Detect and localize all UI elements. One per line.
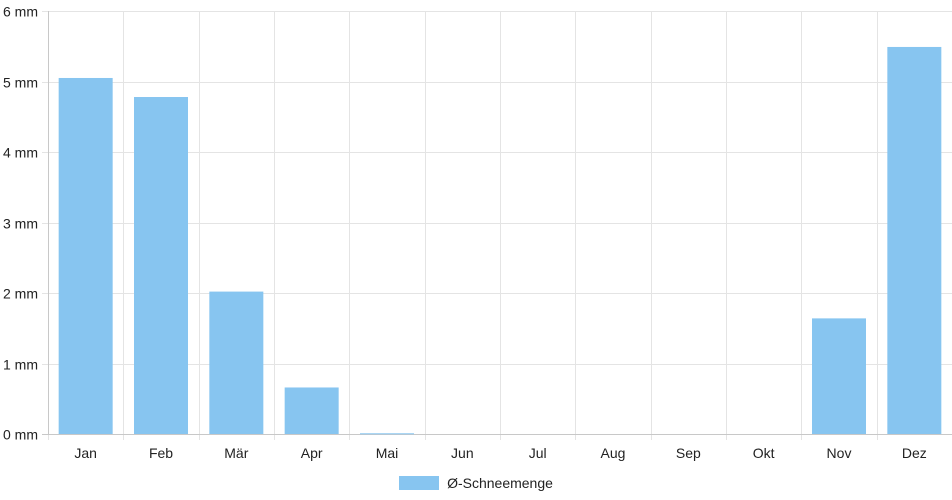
x-tick-label: Aug (601, 445, 626, 461)
y-tick-label: 6 mm (3, 4, 38, 20)
bar-chart: 0 mm 1 mm 2 mm 3 mm 4 mm 5 mm 6 mm Jan Feb Mär Ap… (3, 4, 952, 461)
legend-swatch (399, 476, 440, 490)
grid-lines (42, 11, 952, 440)
x-tick-labels: Jan Feb Mär Apr Mai Jun Jul Aug Sep Okt Nov Dez (74, 445, 926, 461)
axes (42, 11, 952, 435)
bar-mai (360, 433, 414, 435)
x-tick-label: Nov (827, 445, 852, 461)
x-tick-label: Mai (376, 445, 399, 461)
y-tick-label: 5 mm (3, 75, 38, 91)
bar-mär (209, 291, 264, 434)
bar-dez (887, 46, 942, 435)
x-tick-label: Okt (753, 445, 775, 461)
x-tick-label: Sep (676, 445, 701, 461)
x-tick-label: Feb (149, 445, 173, 461)
bar-nov (812, 318, 866, 434)
bars (58, 46, 942, 435)
legend[interactable]: Ø-Schneemenge (0, 472, 952, 494)
y-tick-label: 4 mm (3, 145, 38, 161)
bar-apr (284, 387, 339, 434)
x-tick-label: Jul (529, 445, 547, 461)
x-tick-label: Dez (902, 445, 927, 461)
x-tick-label: Apr (301, 445, 323, 461)
bar-jan (58, 77, 113, 434)
y-tick-label: 0 mm (3, 427, 38, 443)
y-tick-label: 1 mm (3, 357, 38, 373)
y-tick-label: 2 mm (3, 286, 38, 302)
x-tick-label: Jun (451, 445, 474, 461)
y-tick-labels: 0 mm 1 mm 2 mm 3 mm 4 mm 5 mm 6 mm (3, 4, 38, 443)
bar-feb (134, 97, 188, 434)
y-tick-label: 3 mm (3, 216, 38, 232)
x-tick-label: Jan (74, 445, 97, 461)
x-tick-label: Mär (224, 445, 248, 461)
legend-label: Ø-Schneemenge (447, 475, 553, 491)
